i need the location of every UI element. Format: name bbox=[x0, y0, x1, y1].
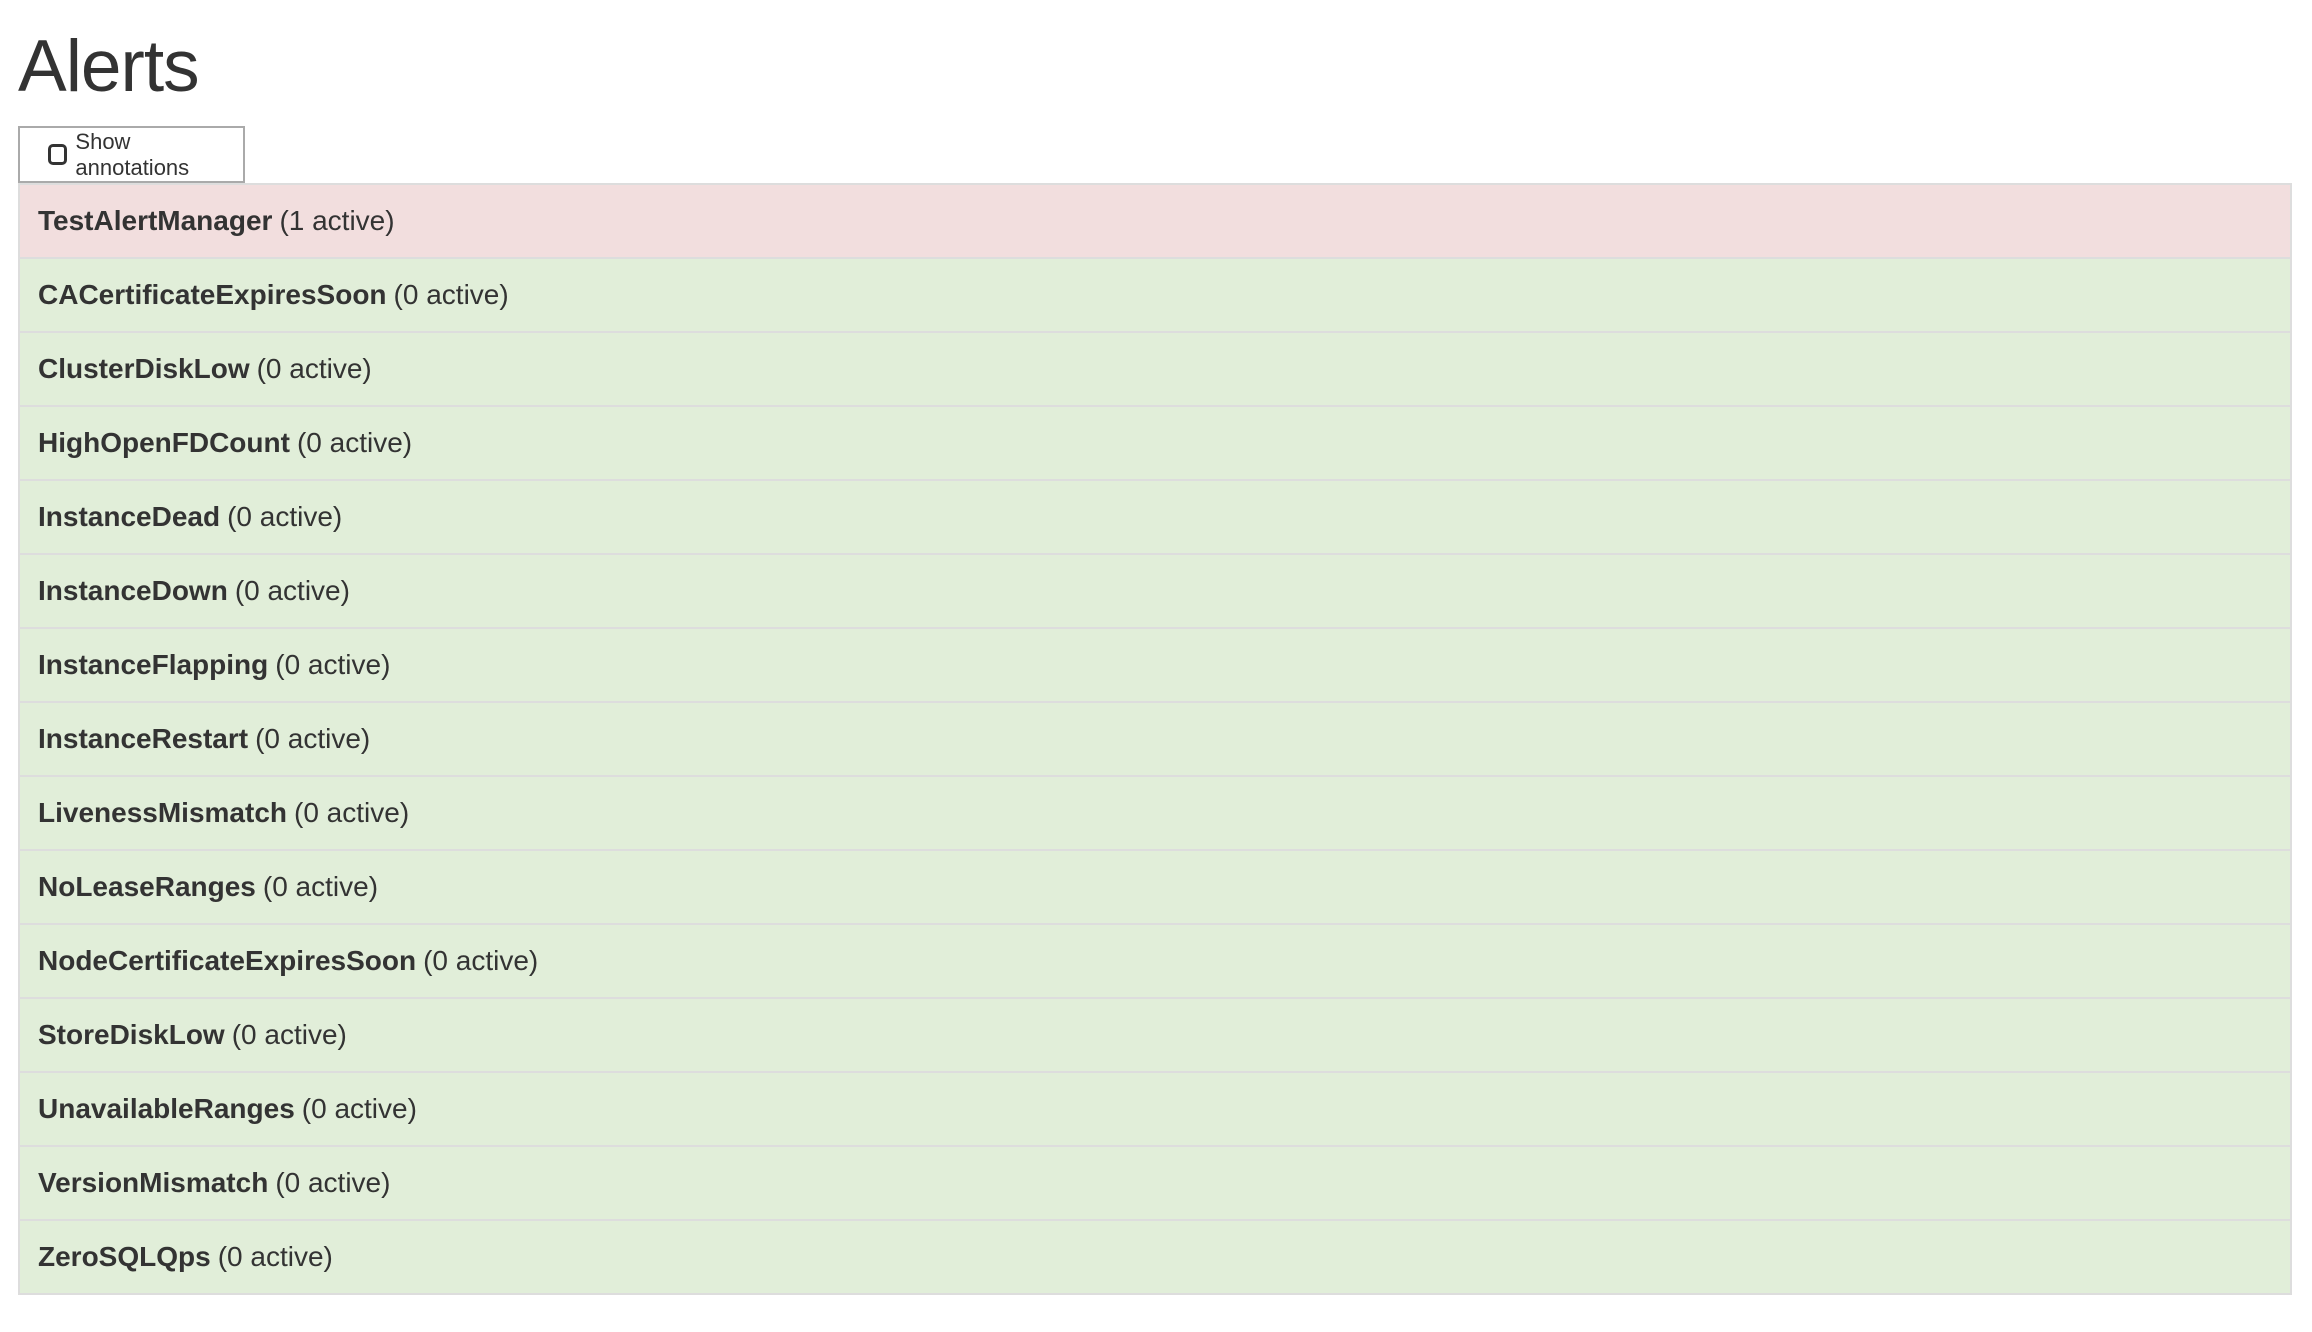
alert-name: InstanceDead bbox=[38, 501, 221, 532]
alert-group-row[interactable]: ClusterDiskLow (0 active) bbox=[20, 333, 2290, 407]
alert-group-row[interactable]: InstanceRestart (0 active) bbox=[20, 703, 2290, 777]
alert-name: InstanceFlapping bbox=[38, 649, 269, 680]
alert-group-row[interactable]: HighOpenFDCount (0 active) bbox=[20, 407, 2290, 481]
alert-name: NoLeaseRanges bbox=[38, 871, 256, 902]
alert-group-row[interactable]: InstanceDead (0 active) bbox=[20, 481, 2290, 555]
alert-name: InstanceRestart bbox=[38, 723, 249, 754]
alert-group-row[interactable]: StoreDiskLow (0 active) bbox=[20, 999, 2290, 1073]
alert-active-count: (0 active) bbox=[296, 427, 413, 458]
alert-name: LivenessMismatch bbox=[38, 797, 287, 828]
checkbox-icon[interactable] bbox=[48, 144, 68, 165]
alert-active-count: (0 active) bbox=[217, 1241, 333, 1272]
alert-group-row[interactable]: InstanceDown (0 active) bbox=[20, 555, 2290, 629]
alert-active-count: (0 active) bbox=[227, 501, 343, 532]
alert-group-row[interactable]: ZeroSQLQps (0 active) bbox=[20, 1221, 2290, 1295]
alert-name: UnavailableRanges bbox=[38, 1093, 295, 1124]
alert-group-row[interactable]: CACertificateExpiresSoon (0 active) bbox=[20, 259, 2290, 333]
alert-name: HighOpenFDCount bbox=[38, 427, 290, 458]
alert-active-count: (0 active) bbox=[262, 871, 379, 902]
alert-active-count: (0 active) bbox=[231, 1019, 347, 1050]
alert-active-count: (0 active) bbox=[255, 723, 371, 754]
alert-active-count: (0 active) bbox=[256, 353, 372, 384]
alert-active-count: (0 active) bbox=[393, 279, 509, 310]
alert-group-row[interactable]: NodeCertificateExpiresSoon (0 active) bbox=[20, 925, 2290, 999]
alert-name: VersionMismatch bbox=[38, 1167, 269, 1198]
alert-active-count: (0 active) bbox=[301, 1093, 417, 1124]
alert-list: TestAlertManager (1 active) CACertificateE… bbox=[18, 183, 2292, 1295]
alert-group-row[interactable]: LivenessMismatch (0 active) bbox=[20, 777, 2290, 851]
show-annotations-label: Show annotations bbox=[75, 128, 190, 180]
alert-name: CACertificateExpiresSoon bbox=[38, 279, 387, 310]
alert-group-row[interactable]: InstanceFlapping (0 active) bbox=[20, 629, 2290, 703]
alert-active-count: (0 active) bbox=[294, 797, 410, 828]
alert-active-count: (0 active) bbox=[275, 649, 391, 680]
alert-active-count: (1 active) bbox=[279, 205, 395, 236]
alert-name: ClusterDiskLow bbox=[38, 353, 250, 384]
page-title: Alerts bbox=[18, 26, 200, 107]
alert-name: NodeCertificateExpiresSoon bbox=[38, 945, 417, 976]
alert-active-count: (0 active) bbox=[423, 945, 539, 976]
show-annotations-toggle[interactable]: Show annotations bbox=[18, 126, 245, 183]
alert-active-count: (0 active) bbox=[275, 1167, 391, 1198]
alert-group-row[interactable]: TestAlertManager (1 active) bbox=[20, 185, 2290, 259]
alert-group-row[interactable]: NoLeaseRanges (0 active) bbox=[20, 851, 2290, 925]
alert-group-row[interactable]: VersionMismatch (0 active) bbox=[20, 1147, 2290, 1221]
alert-group-row[interactable]: UnavailableRanges (0 active) bbox=[20, 1073, 2290, 1147]
alert-active-count: (0 active) bbox=[234, 575, 350, 606]
alert-name: TestAlertManager bbox=[38, 205, 273, 236]
alert-name: ZeroSQLQps bbox=[38, 1241, 211, 1272]
alert-name: InstanceDown bbox=[38, 575, 228, 606]
alert-name: StoreDiskLow bbox=[38, 1019, 225, 1050]
